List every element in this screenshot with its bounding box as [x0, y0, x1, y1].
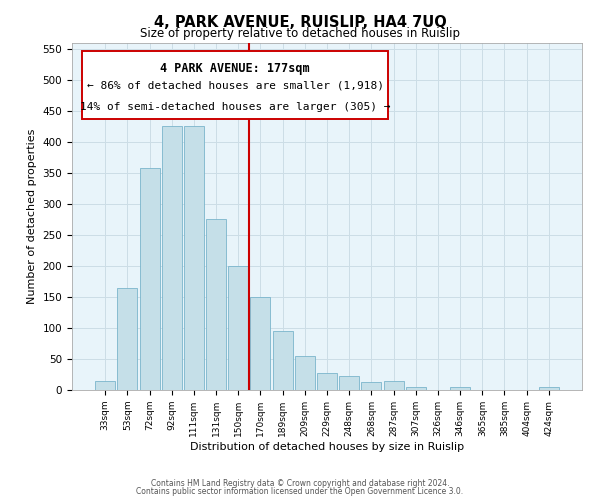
Bar [118, 288, 137, 390]
Text: 4, PARK AVENUE, RUISLIP, HA4 7UQ: 4, PARK AVENUE, RUISLIP, HA4 7UQ [154, 15, 446, 30]
Text: Size of property relative to detached houses in Ruislip: Size of property relative to detached ho… [140, 28, 460, 40]
Bar [140, 168, 160, 390]
Bar [95, 380, 115, 390]
Bar [317, 373, 337, 390]
Bar [361, 382, 382, 390]
Bar [295, 356, 315, 390]
Bar [539, 387, 559, 390]
Text: Contains HM Land Registry data © Crown copyright and database right 2024.: Contains HM Land Registry data © Crown c… [151, 478, 449, 488]
Text: 4 PARK AVENUE: 177sqm: 4 PARK AVENUE: 177sqm [160, 62, 310, 74]
Text: Contains public sector information licensed under the Open Government Licence 3.: Contains public sector information licen… [136, 487, 464, 496]
Bar [250, 297, 271, 390]
Bar [228, 266, 248, 390]
Bar [206, 220, 226, 390]
Bar [272, 331, 293, 390]
Y-axis label: Number of detached properties: Number of detached properties [27, 128, 37, 304]
Text: ← 86% of detached houses are smaller (1,918): ← 86% of detached houses are smaller (1,… [87, 80, 384, 90]
X-axis label: Distribution of detached houses by size in Ruislip: Distribution of detached houses by size … [190, 442, 464, 452]
Text: 14% of semi-detached houses are larger (305) →: 14% of semi-detached houses are larger (… [80, 102, 391, 112]
Bar [162, 126, 182, 390]
Bar [184, 126, 204, 390]
Bar [450, 387, 470, 390]
FancyBboxPatch shape [82, 51, 388, 119]
Bar [339, 376, 359, 390]
Bar [383, 380, 404, 390]
Bar [406, 387, 426, 390]
